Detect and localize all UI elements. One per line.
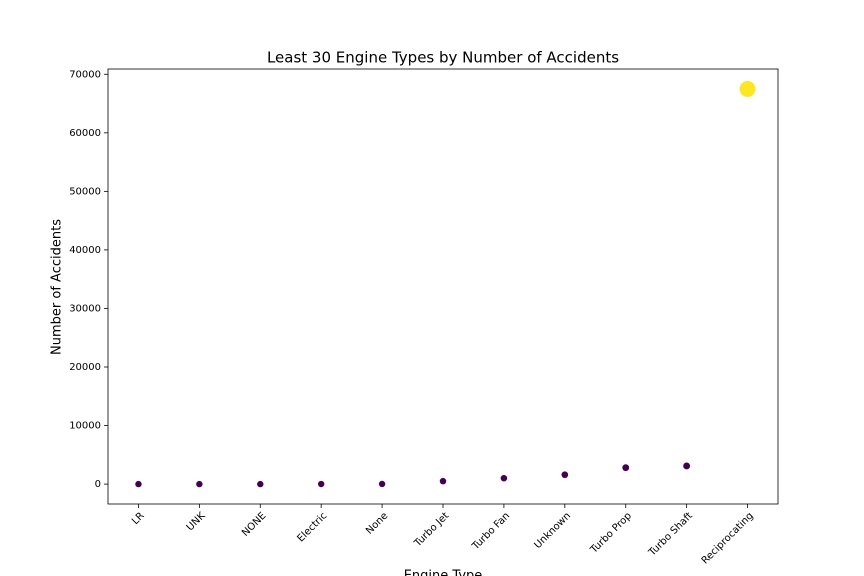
x-tick-label: Turbo Prop	[588, 510, 634, 556]
y-tick-label: 70000	[69, 69, 101, 80]
x-tick-label: Turbo Shaft	[646, 510, 695, 559]
point	[378, 480, 386, 488]
x-tick-label: UNK	[185, 510, 208, 533]
x-tick-label: Turbo Fan	[470, 510, 512, 552]
y-tick-label: 30000	[69, 303, 101, 314]
point	[135, 480, 142, 488]
x-tick-label: None	[364, 510, 390, 536]
point	[500, 474, 508, 482]
y-tick-label: 40000	[69, 245, 101, 256]
chart-title: Least 30 Engine Types by Number of Accid…	[267, 49, 619, 67]
x-tick-label: Unknown	[532, 510, 573, 551]
x-tick-label: Turbo Jet	[412, 510, 451, 549]
x-tick-label: LR	[130, 510, 147, 527]
point	[196, 480, 203, 488]
x-tick-label: NONE	[240, 510, 268, 538]
y-tick-label: 50000	[69, 186, 101, 197]
y-tick-label: 60000	[69, 128, 101, 139]
y-tick-label: 20000	[69, 362, 101, 373]
point	[439, 477, 447, 485]
point	[622, 464, 630, 472]
y-tick-label: 0	[95, 479, 101, 490]
x-tick-label: Electric	[295, 510, 329, 544]
x-tick-label: Reciprocating	[700, 510, 756, 566]
point	[683, 462, 691, 470]
y-axis-label: Number of Accidents	[50, 219, 65, 355]
plot-frame	[107, 68, 779, 505]
point	[739, 80, 756, 97]
point	[561, 471, 569, 479]
x-axis-label: Engine Type	[404, 569, 483, 576]
point	[317, 480, 325, 488]
point	[257, 480, 264, 488]
y-tick-label: 10000	[69, 421, 101, 432]
